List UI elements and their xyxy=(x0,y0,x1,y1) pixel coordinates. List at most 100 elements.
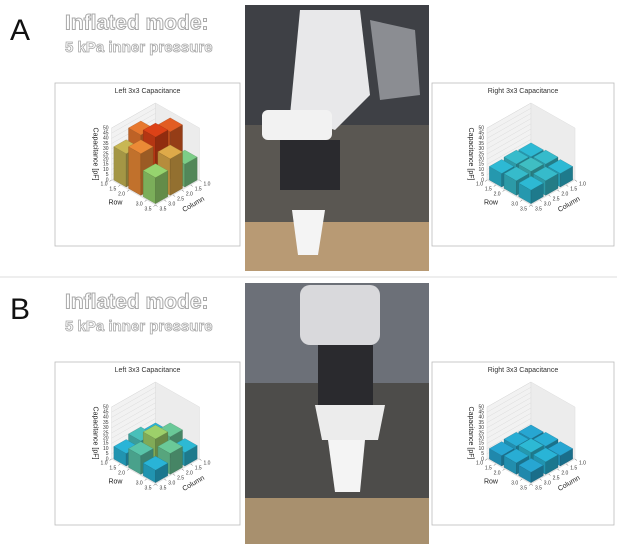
bar-top xyxy=(503,166,529,181)
column-tick-label: 1.5 xyxy=(570,465,577,471)
row-tick xyxy=(520,478,523,481)
z-grid-line xyxy=(486,423,532,449)
column-tick xyxy=(164,199,167,202)
column-tick-label: 3.5 xyxy=(160,206,167,212)
row-tick xyxy=(126,189,130,192)
z-tick-label: 15 xyxy=(478,162,484,168)
row-tick xyxy=(144,478,147,481)
z-tick-label: 10 xyxy=(103,167,109,173)
z-tick-label: 20 xyxy=(478,157,484,163)
chart-title: Left 3x3 Capacitance xyxy=(115,88,181,95)
column-tick-label: 3.0 xyxy=(544,480,551,486)
z-grid-line xyxy=(486,134,532,160)
row-tick-label: 3.5 xyxy=(145,206,152,212)
z-grid-line xyxy=(486,407,532,434)
z-tick-label: 25 xyxy=(103,151,109,157)
z-tick-label: 40 xyxy=(103,415,109,421)
column-tick-label: 2.0 xyxy=(561,470,568,476)
row-tick xyxy=(502,189,505,192)
panel-subtitle: 5 kPa inner pressure xyxy=(65,318,213,335)
z-tick-label: 50 xyxy=(478,125,484,131)
bar-top xyxy=(503,149,529,165)
row-tick-label: 1.5 xyxy=(485,465,492,471)
column-tick xyxy=(530,204,534,207)
z-tick-label: 15 xyxy=(103,162,109,168)
row-tick-label: 2.0 xyxy=(118,470,125,476)
row-tick-label: 3.5 xyxy=(520,206,527,212)
z-tick-label: 40 xyxy=(103,136,109,142)
bar-top xyxy=(518,157,544,172)
z-tick-label: 45 xyxy=(478,131,484,137)
column-tick xyxy=(172,473,176,476)
z-grid-line xyxy=(486,102,532,129)
z-grid-line xyxy=(486,108,532,134)
photo-a xyxy=(245,5,429,271)
z-tick-label: 35 xyxy=(103,141,109,147)
z-tick-label: 5 xyxy=(481,172,484,178)
row-tick-label: 1.0 xyxy=(476,460,483,466)
column-tick xyxy=(548,194,551,197)
z-tick-label: 40 xyxy=(478,415,484,421)
column-tick-label: 1.0 xyxy=(204,460,211,466)
z-grid-line xyxy=(486,118,532,144)
z-tick-label: 30 xyxy=(478,425,484,431)
row-axis-label: Row xyxy=(108,199,123,206)
z-tick-label: 50 xyxy=(103,404,109,410)
z-grid-line xyxy=(486,392,532,418)
z-axis-label: Capacitance [pF] xyxy=(467,128,474,181)
z-tick-label: 15 xyxy=(103,441,109,447)
bar-top xyxy=(503,448,529,464)
bar-top xyxy=(533,166,559,181)
panel-subtitle: 5 kPa inner pressure xyxy=(65,39,213,56)
column-tick xyxy=(199,458,202,461)
column-tick xyxy=(190,463,193,466)
z-axis-label: Capacitance [pF] xyxy=(467,407,474,460)
column-tick xyxy=(164,478,167,481)
column-tick-label: 1.5 xyxy=(195,465,202,471)
column-tick xyxy=(566,184,569,187)
row-tick xyxy=(493,184,496,187)
z-grid-line xyxy=(486,387,532,413)
row-tick xyxy=(528,204,532,207)
column-tick-label: 1.5 xyxy=(570,186,577,192)
row-tick xyxy=(109,179,112,182)
column-tick-label: 3.5 xyxy=(535,206,542,212)
z-grid-line xyxy=(486,381,532,408)
z-grid-line xyxy=(111,392,156,418)
row-tick-label: 1.0 xyxy=(101,181,108,187)
z-tick-label: 20 xyxy=(103,157,109,163)
chart: Right 3x3 Capacitance 0510152025303540455… xyxy=(431,82,615,247)
z-tick-label: 45 xyxy=(103,131,109,137)
row-tick-label: 3.0 xyxy=(136,480,143,486)
chart-title: Left 3x3 Capacitance xyxy=(115,367,181,374)
column-tick xyxy=(548,473,551,476)
column-tick xyxy=(155,204,158,207)
column-tick xyxy=(181,189,185,192)
bar-top xyxy=(503,432,529,447)
chart-title: Right 3x3 Capacitance xyxy=(488,367,559,374)
z-tick-label: 45 xyxy=(478,410,484,416)
z-tick-label: 0 xyxy=(481,456,484,462)
row-tick xyxy=(484,179,488,182)
row-tick xyxy=(118,184,121,187)
column-tick-label: 3.0 xyxy=(168,201,175,207)
photo-b xyxy=(245,283,429,544)
bar-top xyxy=(142,122,169,138)
z-grid-line xyxy=(111,402,156,428)
z-tick-label: 5 xyxy=(106,172,109,178)
column-tick-label: 2.0 xyxy=(561,191,568,197)
bar-top xyxy=(157,439,183,454)
panel-title: Inflated mode: xyxy=(65,12,209,35)
column-tick xyxy=(539,478,542,481)
column-tick-label: 1.5 xyxy=(195,186,202,192)
z-tick-label: 0 xyxy=(481,177,484,183)
z-tick-label: 35 xyxy=(478,141,484,147)
column-tick-label: 2.0 xyxy=(186,191,193,197)
z-grid-line xyxy=(486,139,532,165)
column-tick xyxy=(172,194,176,197)
row-axis-label: Row xyxy=(484,199,499,206)
row-tick xyxy=(144,199,147,202)
z-grid-line xyxy=(486,128,532,155)
z-grid-line xyxy=(111,387,156,413)
